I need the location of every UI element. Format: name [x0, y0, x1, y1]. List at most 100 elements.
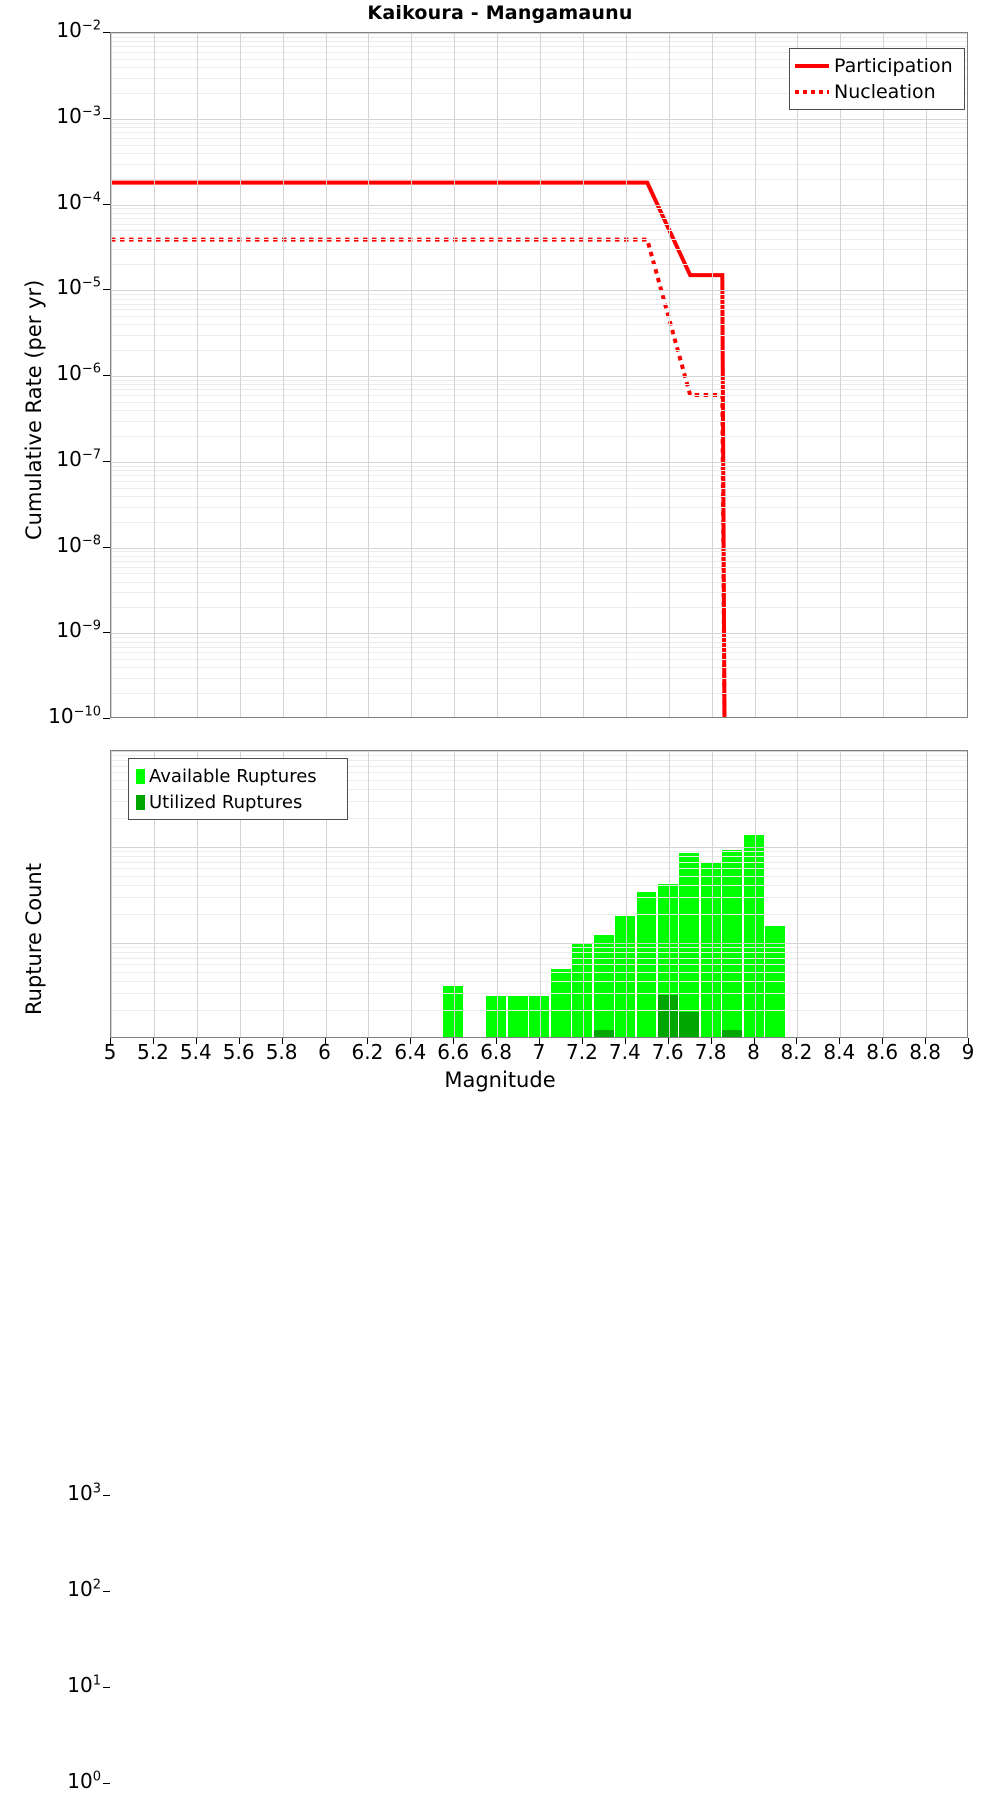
gridline-vertical	[454, 751, 455, 1037]
gridline-horizontal-minor	[111, 862, 967, 863]
gridline-horizontal-minor	[111, 153, 967, 154]
x-tick-label: 5.6	[222, 1040, 255, 1064]
gridline-horizontal-minor	[111, 299, 967, 300]
gridline-horizontal-minor	[111, 876, 967, 877]
y-tick-label: 100	[67, 1769, 101, 1793]
figure-root: Kaikoura - Mangamaunu Cumulative Rate (p…	[22, 2, 974, 1793]
gridline-vertical	[240, 33, 241, 717]
y-tick-label: 10−10	[48, 704, 101, 728]
gridline-vertical	[626, 751, 627, 1037]
legend-item-nucleation[interactable]: Nucleation	[795, 79, 957, 105]
x-tick-mark	[196, 1038, 197, 1044]
gridline-horizontal-minor	[111, 127, 967, 128]
gridline-horizontal-minor	[111, 789, 967, 790]
y-tick-mark	[103, 204, 110, 205]
series-participation	[111, 180, 727, 717]
x-tick-mark	[796, 1038, 797, 1044]
gridline-horizontal-minor	[111, 766, 967, 767]
legend-item-participation[interactable]: Participation	[795, 53, 957, 79]
gridline-horizontal-minor	[111, 309, 967, 310]
gridline-vertical	[154, 751, 155, 1037]
x-tick-label: 7.8	[694, 1040, 727, 1064]
gridline-horizontal-minor	[111, 59, 967, 60]
gridline-horizontal-minor	[111, 592, 967, 593]
bar-available-ruptures	[529, 996, 550, 1037]
y-tick-label: 10−2	[56, 18, 101, 42]
gridline-horizontal	[111, 633, 967, 634]
gridline-horizontal-minor	[111, 384, 967, 385]
available-ruptures-swatch-icon	[136, 768, 145, 784]
y-tick-mark	[103, 1687, 110, 1688]
y-tick-label: 10−7	[56, 446, 101, 471]
y-tick-mark	[103, 118, 110, 119]
gridline-horizontal-minor	[111, 693, 967, 694]
x-tick-label: 5.8	[265, 1040, 298, 1064]
gridline-vertical	[197, 33, 198, 717]
x-tick-label: 7.2	[565, 1040, 598, 1064]
legend-label-nucleation: Nucleation	[834, 81, 936, 103]
gridline-vertical	[797, 33, 798, 717]
gridline-horizontal-minor	[111, 436, 967, 437]
gridline-horizontal	[111, 119, 967, 120]
x-tick-mark	[882, 1038, 883, 1044]
gridline-horizontal-minor	[111, 851, 967, 852]
gridline-vertical	[240, 751, 241, 1037]
gridline-horizontal	[111, 548, 967, 549]
gridline-horizontal	[111, 290, 967, 291]
gridline-horizontal-minor	[111, 607, 967, 608]
dotted-line-icon	[795, 82, 829, 102]
legend-item-available-ruptures[interactable]: Available Ruptures	[134, 763, 340, 789]
gridline-horizontal-minor	[111, 496, 967, 497]
gridline-horizontal-minor	[111, 659, 967, 660]
bar-utilized-ruptures	[593, 1030, 614, 1037]
gridline-horizontal-minor	[111, 801, 967, 802]
page-title: Kaikoura - Mangamaunu	[367, 2, 633, 24]
bar-available-ruptures	[507, 996, 528, 1037]
bar-available-ruptures	[700, 863, 721, 1037]
gridline-vertical	[497, 751, 498, 1037]
gridline-horizontal-minor	[111, 475, 967, 476]
x-tick-label: 8	[747, 1040, 760, 1064]
y-tick-label: 102	[67, 1577, 101, 1601]
gridline-vertical	[283, 33, 284, 717]
gridline-horizontal-minor	[111, 67, 967, 68]
gridline-horizontal-minor	[111, 132, 967, 133]
gridline-horizontal-minor	[111, 350, 967, 351]
gridline-horizontal-minor	[111, 37, 967, 38]
x-tick-mark	[668, 1038, 669, 1044]
gridline-horizontal-minor	[111, 218, 967, 219]
y-tick-mark	[103, 1783, 110, 1784]
y-tick-mark	[103, 1495, 110, 1496]
y-tick-mark	[103, 32, 110, 33]
y-tick-mark	[103, 461, 110, 462]
gridline-vertical	[669, 33, 670, 717]
x-tick-label: 8.6	[866, 1040, 899, 1064]
x-tick-mark	[110, 1038, 111, 1044]
gridline-horizontal-minor	[111, 856, 967, 857]
gridline-horizontal-minor	[111, 410, 967, 411]
x-tick-mark	[582, 1038, 583, 1044]
gridline-vertical	[583, 751, 584, 1037]
gridline-horizontal-minor	[111, 208, 967, 209]
x-tick-mark	[925, 1038, 926, 1044]
x-tick-label: 6.8	[480, 1040, 512, 1064]
gridline-vertical	[626, 33, 627, 717]
y-tick-mark	[103, 547, 110, 548]
bar-available-ruptures	[615, 916, 636, 1037]
gridline-vertical	[411, 33, 412, 717]
gridline-horizontal-minor	[111, 780, 967, 781]
gridline-horizontal-minor	[111, 294, 967, 295]
gridline-horizontal-minor	[111, 972, 967, 973]
gridline-horizontal-minor	[111, 46, 967, 47]
gridline-vertical	[454, 33, 455, 717]
bottom-panel-y-axis-title: Rupture Count	[22, 863, 46, 1015]
bar-available-ruptures	[679, 852, 700, 1037]
gridline-horizontal-minor	[111, 573, 967, 574]
y-tick-label: 10−8	[56, 532, 101, 557]
gridline-horizontal-minor	[111, 567, 967, 568]
legend-label-utilized-ruptures: Utilized Ruptures	[149, 791, 303, 813]
x-tick-mark	[625, 1038, 626, 1044]
legend-item-utilized-ruptures[interactable]: Utilized Ruptures	[134, 789, 340, 815]
gridline-horizontal	[111, 205, 967, 206]
gridline-horizontal	[111, 943, 967, 944]
